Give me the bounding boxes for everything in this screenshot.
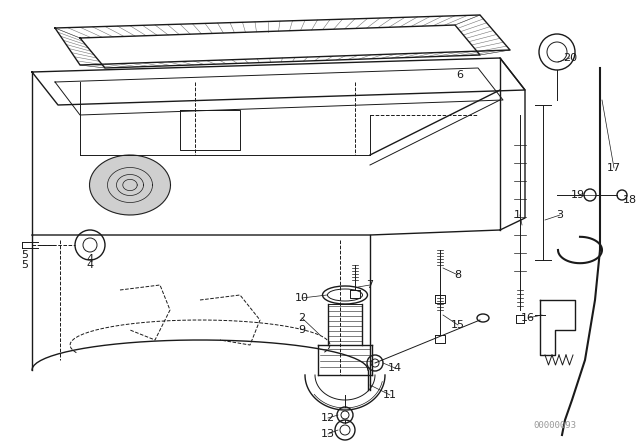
Text: 11: 11	[383, 390, 397, 400]
Text: 15: 15	[451, 320, 465, 330]
Text: 20: 20	[563, 53, 577, 63]
Text: 18: 18	[623, 195, 637, 205]
Text: 17: 17	[607, 163, 621, 173]
Text: 5: 5	[22, 260, 29, 270]
Text: 14: 14	[388, 363, 402, 373]
Text: 7: 7	[367, 280, 374, 290]
Text: 5: 5	[22, 250, 29, 260]
Text: 16: 16	[521, 313, 535, 323]
Text: 1: 1	[514, 210, 521, 220]
Text: 8: 8	[454, 270, 461, 280]
Text: 6: 6	[456, 70, 463, 80]
Polygon shape	[90, 155, 170, 215]
Text: 10: 10	[295, 293, 309, 303]
Text: 00000093: 00000093	[534, 421, 577, 430]
Text: 2: 2	[298, 313, 305, 323]
Text: 12: 12	[321, 413, 335, 423]
Text: 9: 9	[298, 325, 305, 335]
Text: 3: 3	[557, 210, 563, 220]
Text: 13: 13	[321, 429, 335, 439]
Text: 4: 4	[86, 260, 93, 270]
Text: 4: 4	[86, 254, 93, 264]
Text: 19: 19	[571, 190, 585, 200]
